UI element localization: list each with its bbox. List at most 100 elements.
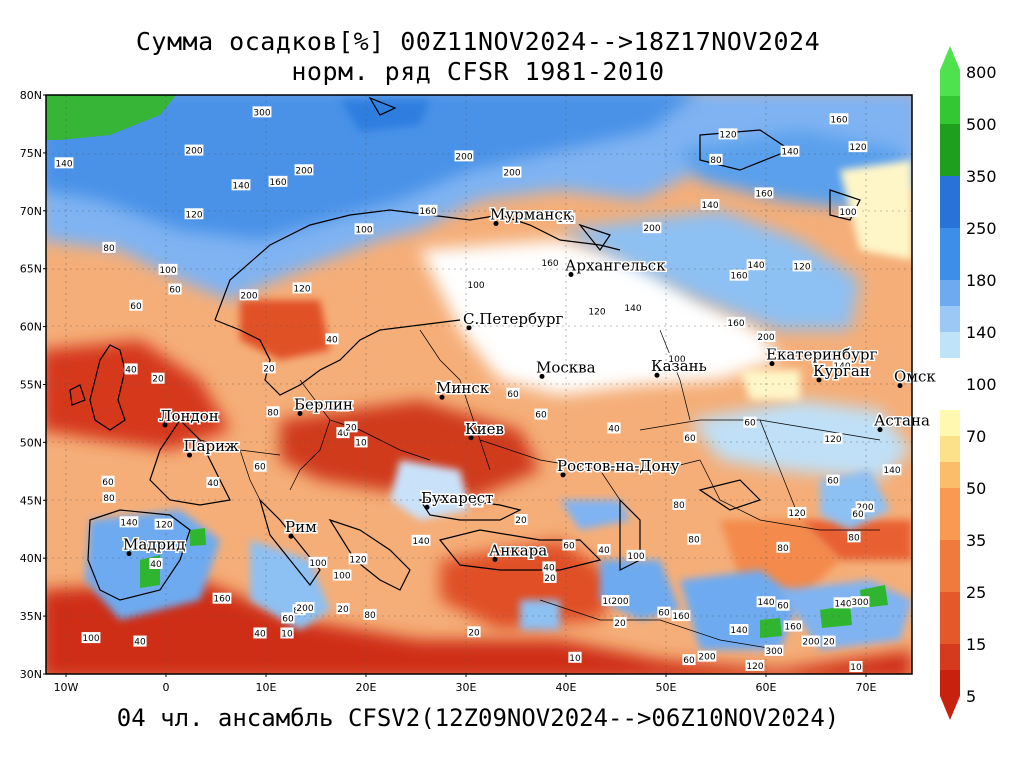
contour-label-text: 120 [349, 555, 366, 565]
contour-label-text: 120 [588, 308, 605, 318]
contour-label-bg [746, 259, 766, 271]
contour-label-text: 60 [507, 390, 519, 400]
contour-label-bg [718, 128, 738, 140]
contour-value-label: 40 [597, 544, 611, 556]
contour-value-label: 140 [623, 302, 643, 314]
contour-label-text: 160 [672, 612, 689, 622]
contour-label-bg [124, 363, 138, 375]
contour-label-bg [822, 635, 836, 647]
contour-value-label: 100 [667, 353, 687, 365]
lon-tick-label: 60E [756, 681, 777, 694]
contour-value-label: 20 [822, 635, 836, 648]
contour-label-text: 80 [337, 403, 349, 413]
contour-label-text: 60 [777, 602, 789, 612]
contour-value-label: 120 [292, 282, 312, 294]
contour-value-label: 60 [470, 496, 484, 509]
latitude-axis: 80N 75N 70N 65N 60N 55N 50N 45N 40N 35N 30N [20, 89, 46, 681]
contour-value-label: 60 [682, 654, 696, 666]
contour-label-bg [783, 620, 803, 632]
contour-value-label: 140 [833, 597, 853, 609]
contour-value-label: 140 [729, 623, 749, 636]
contour-label-bg [855, 501, 875, 513]
contour-label-bg [467, 626, 481, 638]
contour-value-label: 200 [801, 635, 821, 648]
contour-label-text: 120 [746, 662, 763, 672]
contour-value-label: 20 [262, 362, 276, 374]
contour-label-text: 60 [684, 434, 696, 444]
contour-label-text: 80 [688, 536, 700, 546]
contour-label-text: 10 [569, 654, 581, 664]
contour-label-text: 140 [232, 181, 249, 191]
contour-label-text: 60 [683, 656, 695, 666]
contour-label-bg [850, 596, 870, 608]
city: Казань [650, 356, 708, 378]
contour-label-bg [587, 305, 607, 317]
contour-value-label: 40 [607, 422, 621, 435]
contour-label-bg [776, 541, 790, 553]
contour-label-bg [158, 263, 178, 275]
city-label: Курган [813, 362, 870, 380]
contour-label-bg [266, 406, 280, 418]
contour-value-label: 120 [823, 432, 843, 445]
contour-label-bg [437, 381, 451, 393]
contour-label-bg [682, 654, 696, 666]
contour-label-text: 120 [719, 130, 736, 140]
contour-label-text: 120 [185, 210, 202, 220]
colorbar-label: 500 [966, 115, 997, 134]
contour-value-label: 140 [556, 212, 576, 225]
contour-value-label: 80 [266, 406, 280, 418]
contour-value-label: 60 [534, 408, 548, 421]
contour-label-text: 40 [125, 365, 137, 375]
lon-tick-label: 40E [556, 681, 577, 694]
contour-label-bg [280, 627, 294, 639]
contour-value-label: 10 [849, 661, 863, 673]
contour-label-text: 140 [55, 159, 72, 169]
contour-value-label: 140 [780, 145, 800, 158]
contour-label-text: 10 [850, 663, 862, 673]
contour-label-text: 20 [614, 619, 626, 629]
lon-tick-label: 10W [54, 681, 79, 694]
contour-value-label: 100 [81, 632, 101, 644]
city-marker [126, 551, 132, 557]
contour-label-text: 200 [296, 604, 313, 614]
contour-value-label: 100 [332, 569, 352, 582]
contour-value-label: 140 [756, 596, 776, 608]
colorbar-swatch [940, 306, 960, 332]
contour-label-bg [184, 208, 204, 220]
lon-tick-label: 10E [256, 681, 277, 694]
contour-label-text: 40 [438, 384, 450, 394]
contour-value-label: 160 [268, 175, 288, 188]
contour-value-label: 120 [718, 128, 738, 140]
contour-value-label: 40 [149, 557, 163, 570]
contour-label-bg [729, 269, 749, 281]
contour-value-label: 60 [683, 431, 697, 444]
contour-label-bg [540, 256, 560, 268]
contour-label-text: 80 [777, 544, 789, 554]
contour-label-bg [454, 150, 474, 162]
contour-value-label: 20 [467, 626, 481, 638]
contour-value-label: 80 [102, 241, 116, 254]
lon-tick-label: 20E [356, 681, 377, 694]
city-marker [297, 410, 303, 416]
city-label: Мурманск [490, 206, 573, 224]
lat-tick-label: 70N [20, 205, 42, 218]
colorbar-swatch [940, 96, 960, 124]
city: Мадрид [122, 534, 187, 557]
contour-value-label: 80 [709, 153, 723, 166]
contour-label-text: 200 [295, 166, 312, 176]
contour-label-bg [849, 661, 863, 673]
colorbar-swatch [940, 644, 960, 670]
contour-value-label: 60 [851, 508, 865, 520]
contour-label-text: 20 [468, 628, 480, 638]
contour-label-text: 140 [883, 466, 900, 476]
contour-value-label: 60 [129, 299, 143, 312]
contour-value-label: 40 [124, 363, 138, 375]
contour-label-bg [101, 475, 115, 487]
contour-value-label: 160 [829, 113, 849, 125]
contour-label-bg [700, 199, 720, 211]
contour-value-label: 200 [502, 166, 522, 179]
colorbar-label: 140 [966, 323, 997, 342]
grid [46, 95, 912, 674]
contour-label-text: 40 [337, 429, 349, 439]
contour-label-bg [119, 516, 139, 528]
